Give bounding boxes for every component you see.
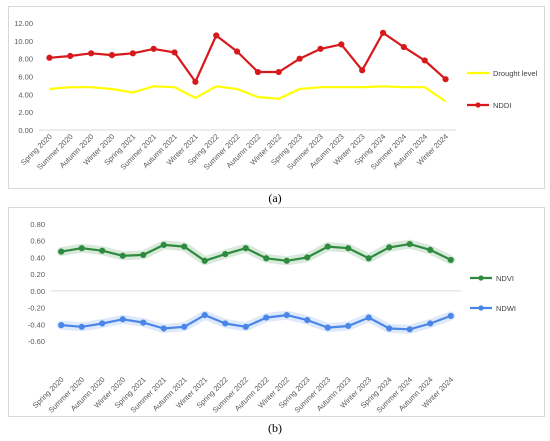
chart-a-series-nddi-point [275, 68, 282, 76]
chart-a-series-nddi-point [379, 29, 387, 36]
chart-a-ytick-label: 4.00 [18, 90, 33, 99]
chart-a-series-nddi-point [400, 43, 407, 51]
chart-b-series-ndwi-point [283, 311, 290, 319]
chart-b-series-ndvi-point [160, 241, 167, 248]
chart-b-series-ndwi-point [263, 314, 270, 321]
figure-label-b: (b) [268, 421, 282, 435]
chart-a-series-nddi-point [233, 48, 241, 55]
chart-a-series-drought-level-line [49, 85, 447, 103]
chart-b-series-ndvi-line [61, 243, 452, 262]
chart-a-series-nddi-point [108, 52, 116, 59]
chart-b-ytick-label: 0.80 [30, 220, 45, 229]
chart-a-series-nddi-point [359, 67, 366, 74]
chart-a-series-nddi-legend-marker [475, 102, 481, 108]
chart-b-series-ndwi-point [242, 323, 249, 330]
chart-a-series-nddi-point [296, 55, 303, 62]
chart-b: -0.60-0.40-0.200.000.200.400.600.80Sprin… [28, 220, 516, 415]
chart-b-ytick-label: 0.40 [30, 253, 45, 262]
chart-b-series-ndwi-point [201, 311, 208, 319]
figure-label-a: (a) [268, 191, 282, 205]
chart-a-series-nddi-point [67, 52, 74, 60]
chart-b-series-ndwi-point [78, 323, 85, 330]
chart-b-series-ndwi-point [406, 326, 413, 333]
chart-b-series-ndwi-point [386, 325, 393, 332]
chart-a-frame: 0.00 2.00 4.00 6.00 8.00 10.00 12.00 Spring 202… [8, 6, 545, 189]
chart-a-ytick-label: 8.00 [18, 55, 33, 64]
chart-b-series-ndwi-point [447, 312, 454, 320]
chart-b-series-ndvi-point [283, 257, 290, 264]
chart-a-series-nddi-point [254, 68, 262, 76]
chart-b-series-ndvi-point [222, 250, 229, 258]
chart-b-series-ndvi-point [78, 245, 85, 252]
chart-b-series-ndvi-point [119, 252, 126, 259]
chart-b-series-ndwi-legend-marker [478, 305, 484, 311]
chart-b-series-ndvi-point [99, 247, 106, 254]
chart-b-series-ndwi-point [304, 317, 311, 324]
chart-a-ytick-label: 6.00 [18, 73, 33, 82]
chart-b-ytick-label: 0.00 [30, 287, 45, 296]
chart-b-series-ndvi-legend-marker [478, 275, 484, 281]
chart-b-series-ndwi-point [324, 324, 331, 331]
chart-b-series-ndwi-point [119, 316, 126, 323]
chart-a-series-nddi-point [317, 45, 324, 52]
chart-b-frame: -0.60 -0.40 -0.20 0.00 0.20 0.40 0.60 0.80 Sprin… [8, 207, 545, 417]
chart-b-series-ndvi-point [345, 245, 352, 252]
chart-b-series-ndwi-point [427, 320, 434, 327]
chart-b-series-ndwi-point [160, 325, 167, 332]
chart-b-series-ndvi-point [201, 257, 208, 264]
chart-a-ytick-label: 12.00 [14, 19, 33, 28]
chart-a-series-nddi-line [49, 31, 447, 83]
chart-b-series-ndwi-point [222, 320, 229, 327]
chart-a-series-nddi-point [129, 50, 136, 57]
chart-b-series-ndwi-point [365, 314, 372, 321]
chart-a-series-nddi-point [421, 57, 428, 64]
chart-a-series-nddi-point [171, 49, 178, 56]
chart-a-series-nddi-point [213, 32, 220, 39]
chart-b-series-ndwi-legend-label: NDWI [496, 304, 516, 313]
chart-b-series-ndwi-point [345, 322, 352, 330]
chart-a-ytick-label: 0.00 [18, 126, 33, 135]
chart-b-series-ndwi-line [61, 314, 452, 331]
chart-b-ytick-label: -0.40 [28, 320, 45, 329]
chart-b-ytick-label: 0.20 [30, 270, 45, 279]
chart-a-ytick-label: 10.00 [14, 37, 33, 46]
chart-a-series-nddi-point [442, 76, 449, 83]
chart-b-series-ndvi-point [427, 246, 434, 254]
chart-b-series-ndvi-point [365, 255, 372, 262]
chart-b-series-ndwi-point [58, 322, 65, 329]
chart-b-series-ndwi-point [99, 320, 106, 327]
chart-a-series-nddi-point [192, 78, 199, 85]
chart-b-series-ndvi-legend-label: NDVI [496, 274, 514, 283]
chart-b-series-ndvi-point [58, 248, 65, 255]
chart-a-series-nddi-point [88, 50, 95, 57]
chart-a-series-drought-level-legend-label: Drought level [493, 69, 538, 78]
chart-a-series-nddi-point [338, 41, 345, 48]
chart-b-series-ndvi-point [447, 256, 454, 264]
chart-b-series-ndvi-point [181, 243, 188, 250]
chart-b-series-ndvi-point [386, 244, 393, 251]
chart-a-series-nddi-point [150, 45, 157, 52]
chart-a-series-nddi-point [46, 54, 53, 61]
chart-a-ytick-label: 2.00 [18, 108, 33, 117]
chart-b-series-ndvi-point [324, 243, 331, 250]
chart-b-series-ndvi-point [263, 255, 270, 262]
chart-b-series-ndwi-point [140, 319, 147, 326]
chart-b-ytick-label: 0.60 [30, 237, 45, 246]
chart-b-series-ndwi-point [181, 323, 188, 330]
chart-b-ytick-label: -0.60 [28, 337, 45, 346]
chart-b-series-ndvi-point [406, 240, 413, 248]
chart-b-ytick-label: -0.20 [28, 304, 45, 313]
chart-b-series-ndvi-point [242, 245, 249, 252]
chart-b-series-ndvi-point [304, 254, 311, 261]
chart-b-series-ndvi-point [140, 251, 147, 259]
chart-a-series-nddi-legend-label: NDDI [493, 101, 511, 110]
